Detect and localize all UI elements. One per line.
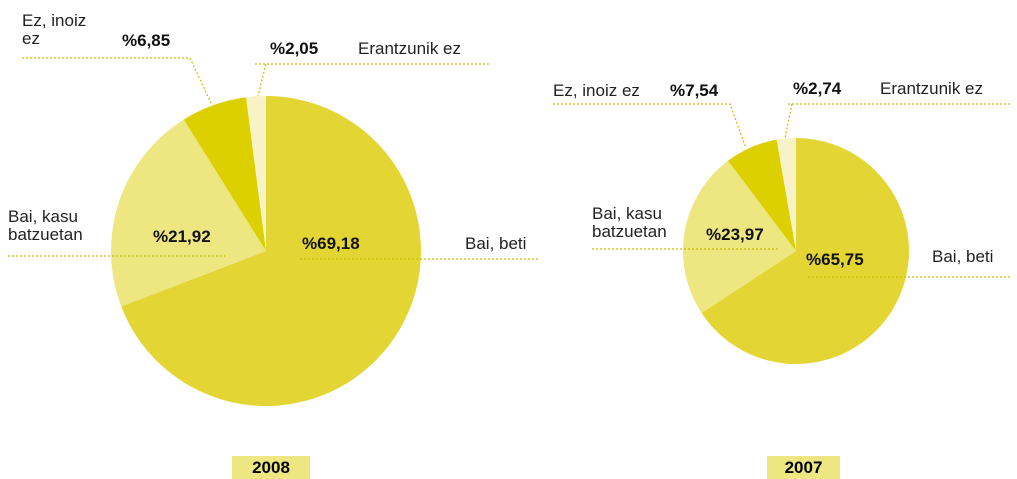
pie-slice [701, 138, 909, 365]
value-label: %6,85 [122, 31, 171, 50]
value-label: %2,05 [270, 39, 319, 58]
category-label: Erantzunik ez [358, 39, 461, 58]
leader-line [255, 63, 490, 97]
leader-line [22, 57, 213, 106]
value-label: %2,74 [793, 79, 842, 98]
value-label: %69,18 [302, 234, 360, 253]
chart-title: 2007 [767, 456, 840, 479]
category-label: Ez, inoiz ez [553, 81, 640, 100]
pie-slice [727, 139, 796, 251]
leader-line [784, 103, 1010, 139]
pie-slice [246, 96, 266, 251]
value-label: %23,97 [706, 225, 764, 244]
pie-slice [111, 119, 266, 307]
value-label: %7,54 [670, 81, 719, 100]
value-label: %21,92 [153, 227, 211, 246]
category-label: Bai, beti [465, 234, 527, 253]
leader-line [553, 103, 747, 149]
pie-slice [776, 138, 796, 251]
category-label: Bai, beti [932, 247, 994, 266]
category-label: Bai, kasu batzuetan [8, 207, 83, 244]
category-label: Bai, kasu batzuetan [592, 204, 667, 241]
pie-slice [183, 97, 266, 251]
category-label: Ez, inoiz ez [22, 11, 87, 48]
chart-title: 2008 [232, 456, 310, 479]
pie-slice [683, 160, 796, 314]
pie-slice [121, 96, 422, 406]
value-label: %65,75 [806, 250, 864, 269]
category-label: Erantzunik ez [880, 79, 983, 98]
